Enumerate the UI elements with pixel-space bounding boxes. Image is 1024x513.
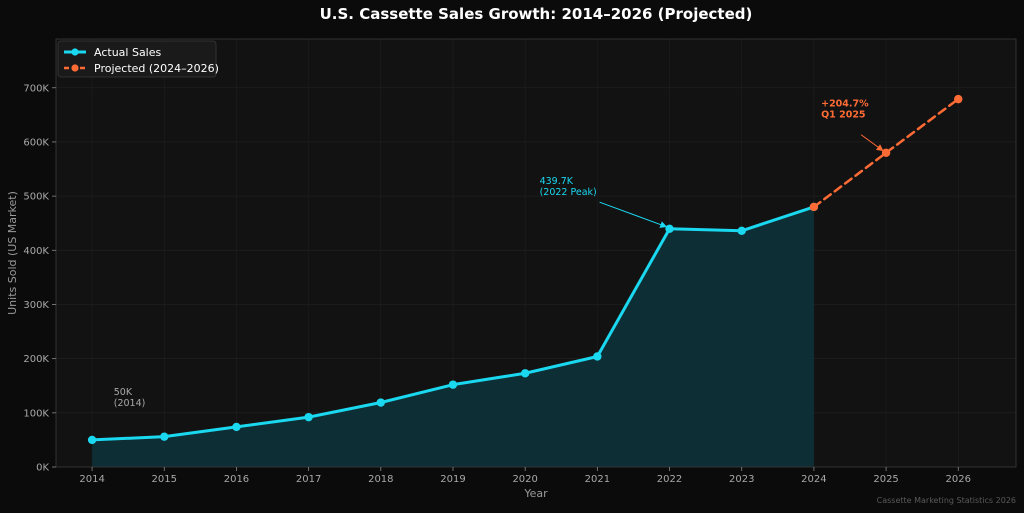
x-tick-label: 2026 xyxy=(946,474,971,485)
legend-marker-projected xyxy=(71,64,79,72)
x-tick-label: 2021 xyxy=(585,474,610,485)
y-tick-label: 300K xyxy=(23,300,49,311)
annotation-label: 439.7K xyxy=(540,176,574,187)
chart-title: U.S. Cassette Sales Growth: 2014–2026 (P… xyxy=(320,5,753,23)
x-tick-label: 2020 xyxy=(512,474,537,485)
x-axis-label: Year xyxy=(523,487,548,500)
y-tick-label: 100K xyxy=(23,408,49,419)
x-tick-label: 2019 xyxy=(440,474,465,485)
annotation-label: 50K xyxy=(114,387,133,398)
data-point-actual xyxy=(520,369,530,378)
x-tick-label: 2014 xyxy=(79,474,104,485)
legend-box xyxy=(57,40,217,78)
x-tick-label: 2024 xyxy=(801,474,826,485)
y-tick-label: 600K xyxy=(23,137,49,148)
legend-marker-actual xyxy=(71,48,79,56)
data-point-projected xyxy=(809,202,819,212)
annotation-label: (2014) xyxy=(114,398,146,409)
area-fill-layer xyxy=(92,206,814,467)
y-tick-label: 500K xyxy=(23,192,49,203)
data-point-actual xyxy=(160,432,169,441)
legend-label-projected: Projected (2024–2026) xyxy=(94,62,219,75)
annotation-arrow xyxy=(860,134,884,152)
y-tick-label: 400K xyxy=(23,246,49,257)
x-tick-label: 2025 xyxy=(873,474,898,485)
legend-item-projected: Projected (2024–2026) xyxy=(64,62,219,75)
footer-credit: Cassette Marketing Statistics 2026 xyxy=(877,496,1016,505)
series-layer xyxy=(87,94,963,445)
axes-layer: 2014 2015 2016 2017 2018 2019 2020 2021 2022 2023… xyxy=(23,38,1017,485)
data-point-actual xyxy=(665,224,674,233)
data-point-actual xyxy=(376,398,386,407)
y-tick-label: 200K xyxy=(23,354,49,365)
y-tick-label: 700K xyxy=(23,83,49,94)
annotation-arrow xyxy=(599,201,668,228)
annotation-label: Q1 2025 xyxy=(821,110,865,121)
data-point-actual xyxy=(87,435,97,445)
area-fill-actual xyxy=(92,206,814,467)
data-point-projected xyxy=(881,148,891,157)
data-point-projected xyxy=(954,94,963,104)
x-tick-label: 2018 xyxy=(368,474,393,485)
data-point-actual xyxy=(593,352,602,361)
plot-frame xyxy=(55,38,1017,468)
data-point-actual xyxy=(304,412,313,422)
data-point-actual xyxy=(232,422,241,432)
x-tick-label: 2017 xyxy=(296,474,321,485)
legend-label-actual: Actual Sales xyxy=(94,46,162,59)
annotation-label: (2022 Peak) xyxy=(540,187,597,198)
legend-item-actual: Actual Sales xyxy=(64,46,162,59)
x-tick-label: 2016 xyxy=(224,474,249,485)
annotations-layer: 50K(2014) 439.7K(2022 Peak) +204.7%Q1 2025 xyxy=(114,99,884,409)
y-tick-label: 0K xyxy=(36,463,49,474)
legend: Actual Sales Projected (2024–2026) xyxy=(57,40,219,78)
x-tick-label: 2023 xyxy=(729,474,754,485)
x-tick-label: 2022 xyxy=(657,474,682,485)
data-point-actual xyxy=(448,380,458,389)
data-point-actual xyxy=(737,226,746,235)
y-axis-label: Units Sold (US Market) xyxy=(6,191,19,315)
annotation-label: +204.7% xyxy=(821,99,869,110)
x-tick-label: 2015 xyxy=(152,474,177,485)
